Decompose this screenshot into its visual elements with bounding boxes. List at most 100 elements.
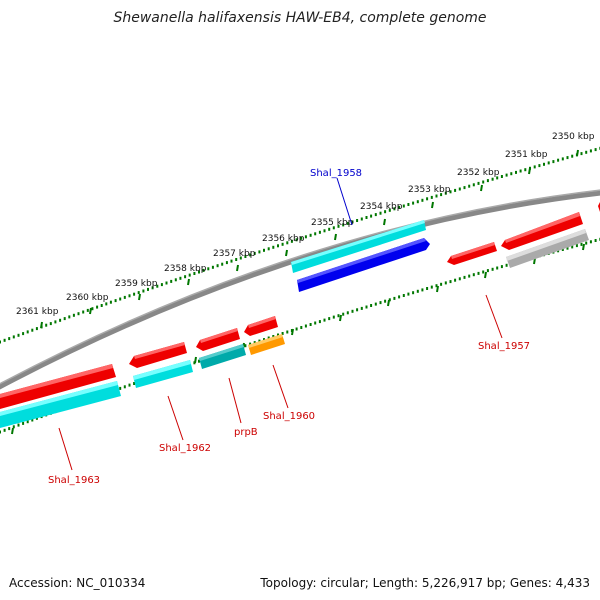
outer-ruler-dot [510, 172, 513, 176]
outer-ruler-dot [533, 165, 536, 169]
tick-label-2357: 2357 kbp [213, 249, 256, 259]
outer-ruler-dot [552, 160, 555, 164]
outer-ruler-dot [193, 272, 196, 275]
inner-ruler-dot [281, 332, 284, 335]
inner-ruler-dot [300, 326, 303, 329]
label-shal-1958: Shal_1958 [310, 168, 362, 179]
gene-shal-1960[interactable] [244, 316, 285, 355]
outer-ruler-dot [300, 236, 303, 240]
tick-label-2359: 2359 kbp [115, 279, 158, 289]
outer-ruler-dot [249, 253, 252, 257]
outer-ruler-dot [318, 230, 321, 234]
outer-ruler-dot [444, 191, 447, 195]
outer-ruler-dot [393, 207, 396, 211]
gene-arrow-shal-1963 [0, 364, 116, 409]
inner-ruler-dot [258, 339, 261, 343]
outer-ruler-dot [22, 332, 25, 336]
outer-ruler-dot [360, 217, 363, 221]
inner-ruler-dot [561, 248, 564, 251]
outer-ruler-dot [500, 175, 503, 178]
outer-ruler-dot [430, 195, 433, 199]
leader-prpb [228, 377, 242, 424]
outer-ruler-dot [26, 330, 29, 334]
inner-ruler-dot [388, 298, 391, 302]
outer-ruler-dot [119, 297, 122, 301]
label-shal-1957: Shal_1957 [478, 341, 530, 352]
gene-prpb[interactable] [196, 328, 246, 369]
inner-ruler-dot [444, 281, 447, 285]
outer-ruler-dot [477, 181, 480, 185]
inner-ruler-dot [244, 344, 247, 348]
inner-ruler-dot [253, 341, 256, 345]
outer-ruler-dot [184, 275, 187, 279]
gene-shal-1963[interactable] [0, 364, 121, 428]
inner-ruler-dot [384, 299, 387, 303]
inner-ruler-dot [575, 244, 578, 248]
genome-backbone-highlight [0, 189, 600, 385]
outer-ruler-dot [54, 320, 57, 324]
inner-ruler-dot [585, 241, 588, 245]
inner-ruler-dot [314, 321, 317, 325]
label-shal-1963: Shal_1963 [48, 475, 100, 486]
outer-ruler-dot [188, 273, 191, 277]
leader-shal-1962 [167, 395, 184, 441]
outer-ruler-dot [379, 211, 382, 215]
inner-ruler-dot [398, 295, 401, 299]
outer-ruler-dot [571, 154, 574, 158]
cds-prpb [199, 344, 246, 369]
tick-label-2360: 2360 kbp [66, 293, 109, 303]
map-title: Shewanella halifaxensis HAW-EB4, complet… [113, 10, 487, 26]
outer-ruler-dot [566, 156, 569, 160]
label-shal-1962: Shal_1962 [159, 443, 211, 454]
outer-ruler-dot [407, 203, 410, 206]
inner-ruler-dot [454, 278, 457, 282]
inner-ruler-dot [328, 317, 331, 321]
outer-ruler-dot [524, 168, 527, 172]
outer-ruler-dot [137, 291, 140, 295]
tick-label-2358: 2358 kbp [164, 264, 207, 274]
outer-ruler-dot [170, 279, 173, 283]
outer-ruler-dot [281, 242, 284, 246]
inner-ruler-dot [119, 386, 122, 390]
outer-ruler-dot [580, 152, 583, 156]
outer-ruler-dot [585, 150, 588, 154]
inner-ruler-dot [309, 323, 312, 326]
outer-ruler-dot [435, 194, 438, 198]
inner-ruler-dot [365, 305, 368, 309]
gene-shal-1958[interactable] [291, 220, 430, 292]
gene-shal-1957[interactable] [447, 202, 600, 268]
outer-ruler-dot [482, 180, 485, 184]
outer-ruler-dot [258, 250, 261, 254]
gene-shal-1962[interactable] [129, 342, 193, 388]
inner-ruler-dot [342, 312, 345, 316]
outer-ruler-dot [160, 283, 163, 287]
tick-label-2355: 2355 kbp [311, 218, 354, 228]
outer-ruler-dot [244, 255, 247, 258]
outer-ruler-dot [328, 227, 331, 231]
inner-ruler-dot [346, 311, 349, 315]
outer-ruler-dot [235, 258, 238, 261]
tick-label-2351: 2351 kbp [505, 150, 548, 160]
inner-ruler-dot [580, 242, 583, 246]
inner-ruler-dot [435, 284, 438, 288]
tick-label-2356: 2356 kbp [262, 234, 305, 244]
outer-ruler-dot [412, 201, 415, 205]
outer-ruler-dot [68, 315, 71, 319]
outer-ruler-dot [594, 148, 597, 152]
inner-ruler-dot [571, 245, 574, 249]
tick-label-2352: 2352 kbp [457, 168, 500, 178]
outer-ruler-dot [263, 248, 265, 252]
outer-ruler-dot [454, 188, 457, 192]
outer-ruler-dot [230, 259, 233, 263]
inner-ruler-dot [440, 282, 443, 286]
inner-ruler-dot [491, 267, 494, 271]
inner-ruler-dot [589, 240, 592, 244]
leader-shal-1958 [336, 177, 353, 226]
outer-ruler-dot [426, 197, 429, 201]
inner-ruler-dot [370, 304, 373, 307]
outer-ruler-dot [589, 149, 592, 153]
leader-shal-1963 [58, 427, 73, 471]
outer-ruler-dot [72, 313, 75, 317]
inner-ruler-dot [482, 270, 485, 274]
tick-label-2361: 2361 kbp [16, 307, 59, 317]
